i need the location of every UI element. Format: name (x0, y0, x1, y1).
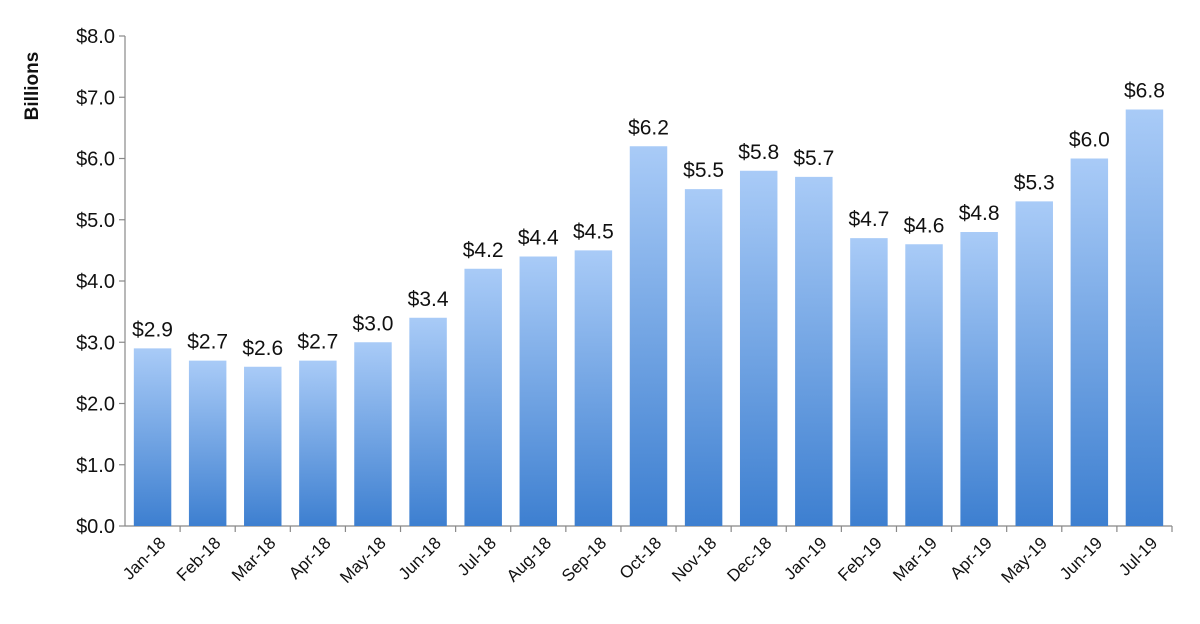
data-label: $4.8 (959, 202, 1000, 225)
bar-sep-18 (574, 250, 613, 526)
data-label: $2.6 (242, 337, 283, 360)
x-tick-label: Mar-18 (228, 533, 280, 585)
data-label: $3.0 (353, 312, 394, 335)
x-tick-label: Mar-19 (889, 533, 941, 585)
data-label: $4.2 (463, 239, 504, 262)
bar-feb-18 (188, 360, 227, 526)
data-label: $3.4 (408, 288, 449, 311)
bar-dec-18 (739, 170, 778, 526)
x-tick-label: Feb-18 (173, 533, 225, 585)
y-tick-label: $4.0 (76, 271, 115, 293)
data-label: $4.5 (573, 220, 614, 243)
bar-may-19 (1015, 201, 1053, 526)
bar-mar-18 (244, 366, 282, 526)
y-tick-label: $3.0 (76, 332, 115, 354)
bar-feb-19 (850, 238, 888, 526)
x-tick-label: Feb-19 (834, 533, 886, 585)
x-tick-label: Aug-18 (503, 533, 555, 585)
x-tick-label: Jan-19 (780, 533, 830, 583)
data-label: $5.7 (793, 147, 834, 170)
x-tick-label: Apr-19 (946, 533, 996, 583)
data-label: $4.4 (518, 227, 559, 250)
bar-jan-19 (795, 176, 833, 526)
data-label: $5.5 (683, 159, 724, 182)
data-label: $6.2 (628, 116, 669, 139)
x-tick-label: Oct-18 (616, 533, 666, 583)
bar-may-18 (354, 342, 392, 526)
bar-apr-18 (299, 360, 337, 526)
bar-nov-18 (684, 189, 723, 526)
y-tick-label: $0.0 (76, 516, 115, 538)
bar-aug-18 (519, 256, 558, 526)
bar-series (133, 109, 1164, 526)
x-tick-label: Jun-18 (395, 533, 445, 583)
x-axis: Jan-18 Feb-18 Mar-18 Apr-18 May-18 Jun-18 Jul-… (119, 525, 1173, 587)
x-tick-label: Dec-18 (723, 533, 775, 585)
data-label: $6.8 (1124, 80, 1165, 103)
x-tick-label: Jul-19 (1115, 533, 1161, 579)
bar-jun-18 (409, 317, 447, 526)
data-label: $5.8 (738, 141, 779, 164)
y-tick-label: $6.0 (76, 149, 115, 171)
x-tick-label: Jan-18 (119, 533, 169, 583)
y-tick-label: $5.0 (76, 210, 115, 232)
bar-apr-19 (960, 232, 998, 526)
bar-jan-18 (133, 348, 172, 526)
y-tick-label: $1.0 (76, 455, 115, 477)
data-label: $6.0 (1069, 129, 1110, 152)
bar-jul-18 (464, 268, 502, 526)
x-tick-label: May-18 (336, 533, 390, 587)
x-tick-label: Jun-19 (1056, 533, 1106, 583)
y-tick-label: $2.0 (76, 394, 115, 416)
y-axis: $0.0 $1.0 $2.0 $3.0 $4.0 $5.0 $6.0 $7.0 $8.0 (76, 26, 126, 538)
x-tick-label: Sep-18 (558, 533, 610, 585)
x-tick-label: May-19 (998, 533, 1052, 587)
data-label: $5.3 (1014, 171, 1055, 194)
x-tick-label: Nov-18 (668, 533, 720, 585)
y-axis-title: Billions (22, 52, 43, 121)
data-label: $4.7 (848, 208, 889, 231)
bar-mar-19 (905, 244, 943, 526)
bar-jul-19 (1125, 109, 1164, 526)
data-label: $2.7 (297, 331, 338, 354)
data-label: $4.6 (904, 214, 945, 237)
bar-oct-18 (629, 146, 668, 526)
data-label: $2.9 (132, 318, 173, 341)
y-tick-label: $8.0 (76, 26, 115, 48)
data-labels: $2.9 $2.7 $2.6 $2.7 $3.0 $3.4 $4.2 $4.4 $4.5 $6.2… (132, 80, 1165, 360)
bar-jun-19 (1070, 158, 1109, 526)
y-tick-label: $7.0 (76, 87, 115, 109)
x-tick-label: Jul-18 (454, 533, 500, 579)
x-tick-label: Apr-18 (285, 533, 335, 583)
data-label: $2.7 (187, 331, 228, 354)
